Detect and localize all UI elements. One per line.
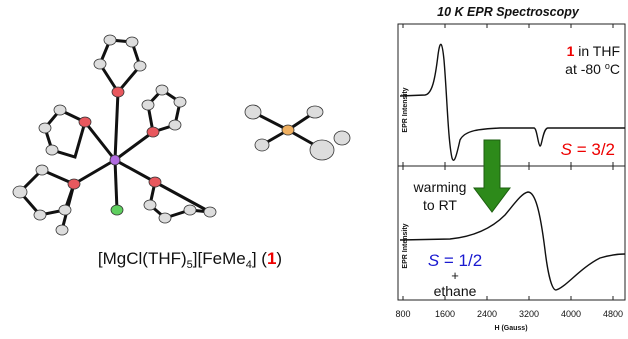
- arrow: [474, 140, 510, 212]
- x-tick-label: 2400: [477, 309, 497, 319]
- x-axis-label: H (Gauss): [494, 325, 527, 332]
- x-tick-label: 3200: [519, 309, 539, 319]
- caption-text: [MgCl(THF): [98, 249, 187, 268]
- caption-text: ] (: [252, 249, 267, 268]
- spectra-title: 10 K EPR Spectroscopy: [437, 5, 580, 19]
- spin-value: = 1/2: [439, 251, 482, 270]
- temperature: at -80: [565, 61, 605, 77]
- plus: +: [451, 268, 459, 283]
- spin-top: S = 3/2: [561, 140, 615, 159]
- compound-number: 1: [267, 249, 276, 268]
- top-label-1: 1 in THF: [567, 43, 620, 59]
- top-label-2: at -80 oC: [565, 61, 620, 77]
- x-tick-label: 4000: [561, 309, 581, 319]
- compound-number: 1: [567, 43, 575, 59]
- warming-line1: warming: [413, 179, 467, 195]
- molecule-anion: [245, 105, 350, 160]
- product: ethane: [434, 283, 477, 299]
- spin-symbol: S: [561, 140, 573, 159]
- molecule-cation: [13, 35, 216, 235]
- caption: [MgCl(THF)5][FeMe4] (1): [98, 249, 282, 271]
- figure: [MgCl(THF)5][FeMe4] (1) 10 K EPR Spectro…: [0, 0, 628, 334]
- x-tick-label: 4800: [603, 309, 623, 319]
- caption-text: ][FeMe: [193, 249, 246, 268]
- spin-value: = 3/2: [572, 140, 615, 159]
- x-tick-label: 800: [395, 309, 410, 319]
- warming-line2: to RT: [423, 197, 457, 213]
- x-tick-label: 1600: [435, 309, 455, 319]
- x-tick-labels: 800 1600 2400 3200 4000 4800: [395, 309, 623, 319]
- y-axis-label: EPR Intensity: [402, 87, 409, 132]
- caption-text: ): [276, 249, 282, 268]
- spin-symbol: S: [428, 251, 440, 270]
- solvent: in THF: [574, 43, 620, 59]
- y-axis-label: EPR Intensity: [402, 223, 409, 268]
- temperature-unit: C: [610, 61, 620, 77]
